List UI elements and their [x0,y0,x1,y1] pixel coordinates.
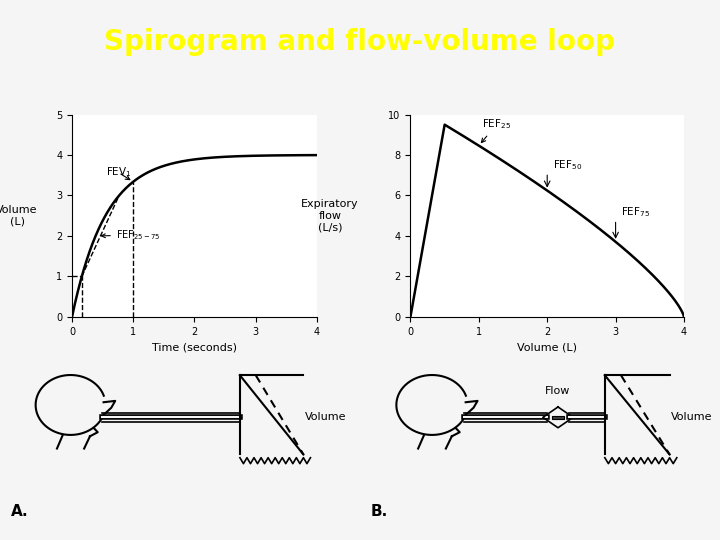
Text: FEF$_{75}$: FEF$_{75}$ [621,206,650,219]
Text: Flow: Flow [545,386,571,396]
Bar [552,416,564,419]
Text: FEF$_{50}$: FEF$_{50}$ [553,158,582,172]
X-axis label: Time (seconds): Time (seconds) [152,342,237,352]
Text: A.: A. [11,504,28,519]
Text: B.: B. [371,504,388,519]
Text: Volume: Volume [672,413,713,422]
Text: FEF$_{25}$: FEF$_{25}$ [482,117,511,143]
Text: FEV$_1$: FEV$_1$ [106,166,131,180]
X-axis label: Volume (L): Volume (L) [517,342,577,352]
Y-axis label: Expiratory
flow
(L/s): Expiratory flow (L/s) [301,199,359,232]
Text: FEF$_{25-75}$: FEF$_{25-75}$ [102,228,161,242]
Text: Volume: Volume [305,413,346,422]
Y-axis label: Volume
(L): Volume (L) [0,205,38,227]
Text: Spirogram and flow-volume loop: Spirogram and flow-volume loop [104,28,616,56]
